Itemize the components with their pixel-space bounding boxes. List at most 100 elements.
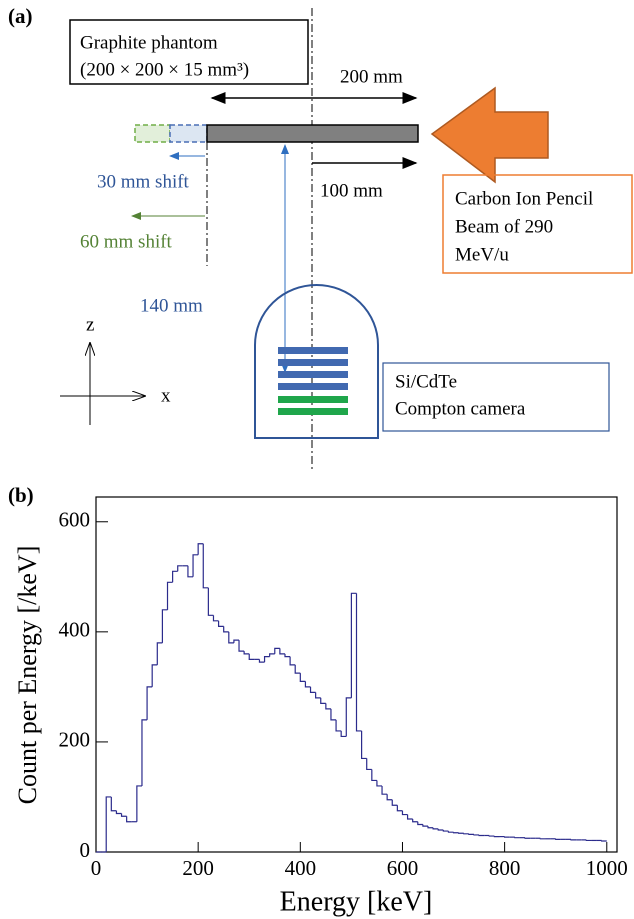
histogram-bin bbox=[233, 639, 240, 643]
histogram-bin bbox=[478, 834, 485, 837]
plot-frame bbox=[95, 496, 618, 853]
histogram-bin bbox=[309, 686, 316, 693]
histogram-bin bbox=[463, 833, 469, 835]
histogram-bin bbox=[412, 818, 418, 823]
histogram-bin bbox=[166, 581, 173, 610]
histogram-bin bbox=[212, 615, 219, 622]
histogram-bin bbox=[263, 656, 270, 663]
histogram-bin bbox=[539, 838, 546, 840]
shift-30-ghost bbox=[169, 124, 208, 143]
histogram-bin bbox=[136, 785, 142, 822]
x-tick-label: 200 bbox=[182, 856, 214, 880]
histogram-bin bbox=[391, 799, 398, 806]
shift-30-label: 30 mm shift bbox=[97, 171, 190, 192]
histogram-bin bbox=[366, 758, 372, 771]
camera-box bbox=[382, 362, 610, 432]
beam-text: MeV/u bbox=[455, 244, 509, 265]
histogram-bin bbox=[294, 664, 301, 674]
histogram-bin bbox=[274, 647, 280, 654]
histogram-bin bbox=[381, 785, 388, 795]
histogram-bin bbox=[350, 592, 357, 698]
histogram-bin bbox=[570, 839, 577, 841]
distance-label: 140 mm bbox=[140, 295, 203, 316]
histogram-bin bbox=[601, 840, 607, 842]
histogram-bin bbox=[437, 828, 444, 831]
x-tick-label: 800 bbox=[489, 856, 521, 880]
histogram-bin bbox=[585, 839, 592, 842]
width-label: 200 mm bbox=[340, 66, 403, 87]
y-tick-label: 400 bbox=[59, 618, 91, 642]
x-label: x bbox=[161, 385, 171, 406]
z-label: z bbox=[86, 314, 94, 335]
histogram-bin bbox=[468, 833, 474, 835]
histogram-bin bbox=[330, 708, 337, 721]
histogram-bin bbox=[447, 831, 454, 833]
histogram-bin bbox=[335, 719, 342, 732]
phantom-size: (200 × 200 × 15 mm³) bbox=[80, 59, 249, 80]
histogram-bin bbox=[243, 651, 250, 655]
histogram-bin bbox=[355, 593, 362, 732]
camera-text: Si/CdTe bbox=[395, 371, 457, 392]
y-axis-title: Count per Energy [/keV] bbox=[13, 546, 42, 805]
histogram-bin bbox=[473, 834, 480, 836]
x-tick-label: 0 bbox=[91, 856, 102, 880]
histogram-bin bbox=[110, 796, 117, 812]
x-axis-title: Energy [keV] bbox=[280, 886, 433, 917]
histogram-bin bbox=[432, 827, 439, 830]
beam-arrow bbox=[430, 86, 549, 184]
cdte-layer bbox=[278, 396, 348, 403]
histogram-bin bbox=[126, 816, 132, 823]
y-tick-label: 200 bbox=[59, 728, 91, 752]
histogram-bin bbox=[279, 648, 285, 655]
histogram-bin bbox=[223, 626, 229, 633]
histogram-bin bbox=[248, 653, 255, 660]
histogram-bin bbox=[488, 835, 495, 837]
phantom-title: Graphite phantom bbox=[80, 32, 218, 53]
histogram-bin bbox=[361, 730, 367, 760]
si-layer bbox=[278, 347, 348, 354]
histogram-bin bbox=[401, 810, 408, 816]
si-layer bbox=[278, 383, 348, 390]
histogram-bin bbox=[442, 829, 449, 832]
beam-box bbox=[442, 174, 633, 274]
phantom-box bbox=[69, 19, 309, 85]
offset-label: 100 mm bbox=[320, 180, 383, 201]
histogram-bin bbox=[146, 686, 153, 720]
x-tick-label: 400 bbox=[285, 856, 317, 880]
histogram-bin bbox=[141, 719, 148, 786]
histogram-bin bbox=[105, 796, 112, 852]
histogram-bin bbox=[115, 810, 122, 815]
histogram-bin bbox=[156, 642, 163, 665]
histogram-bin bbox=[172, 570, 178, 583]
histogram-bin bbox=[396, 805, 403, 812]
histogram-bin bbox=[177, 565, 183, 572]
shift-60-label: 60 mm shift bbox=[80, 231, 173, 252]
panel-b: (b) Energy [keV] Count per Energy [/keV]… bbox=[8, 483, 628, 918]
histogram-bin bbox=[187, 565, 194, 578]
histogram-bin bbox=[452, 832, 459, 834]
histogram-bin bbox=[406, 814, 413, 820]
histogram-bin bbox=[299, 673, 306, 682]
y-tick-label: 0 bbox=[80, 838, 91, 862]
x-tick-label: 600 bbox=[387, 856, 419, 880]
histogram-bin bbox=[192, 554, 199, 577]
histogram-bin bbox=[340, 730, 347, 738]
histogram-bin bbox=[269, 653, 275, 657]
histogram-bin bbox=[238, 640, 245, 652]
histogram-bin bbox=[120, 813, 127, 817]
histogram-bin bbox=[151, 664, 158, 687]
histogram-bin bbox=[514, 837, 520, 839]
histogram-bin bbox=[258, 659, 265, 663]
si-layer bbox=[278, 371, 348, 378]
histogram-bin bbox=[386, 794, 393, 801]
panel-label: (a) bbox=[8, 4, 33, 28]
histogram-bin bbox=[555, 838, 561, 840]
camera-housing bbox=[254, 284, 379, 439]
histogram-bin bbox=[427, 826, 434, 829]
y-tick-label: 600 bbox=[59, 508, 91, 532]
beam-text: Beam of 290 bbox=[455, 216, 553, 237]
histogram-bin bbox=[376, 780, 383, 787]
histogram-bin bbox=[493, 835, 500, 838]
beam-text: Carbon Ion Pencil bbox=[455, 188, 593, 209]
histogram-bin bbox=[207, 587, 214, 616]
